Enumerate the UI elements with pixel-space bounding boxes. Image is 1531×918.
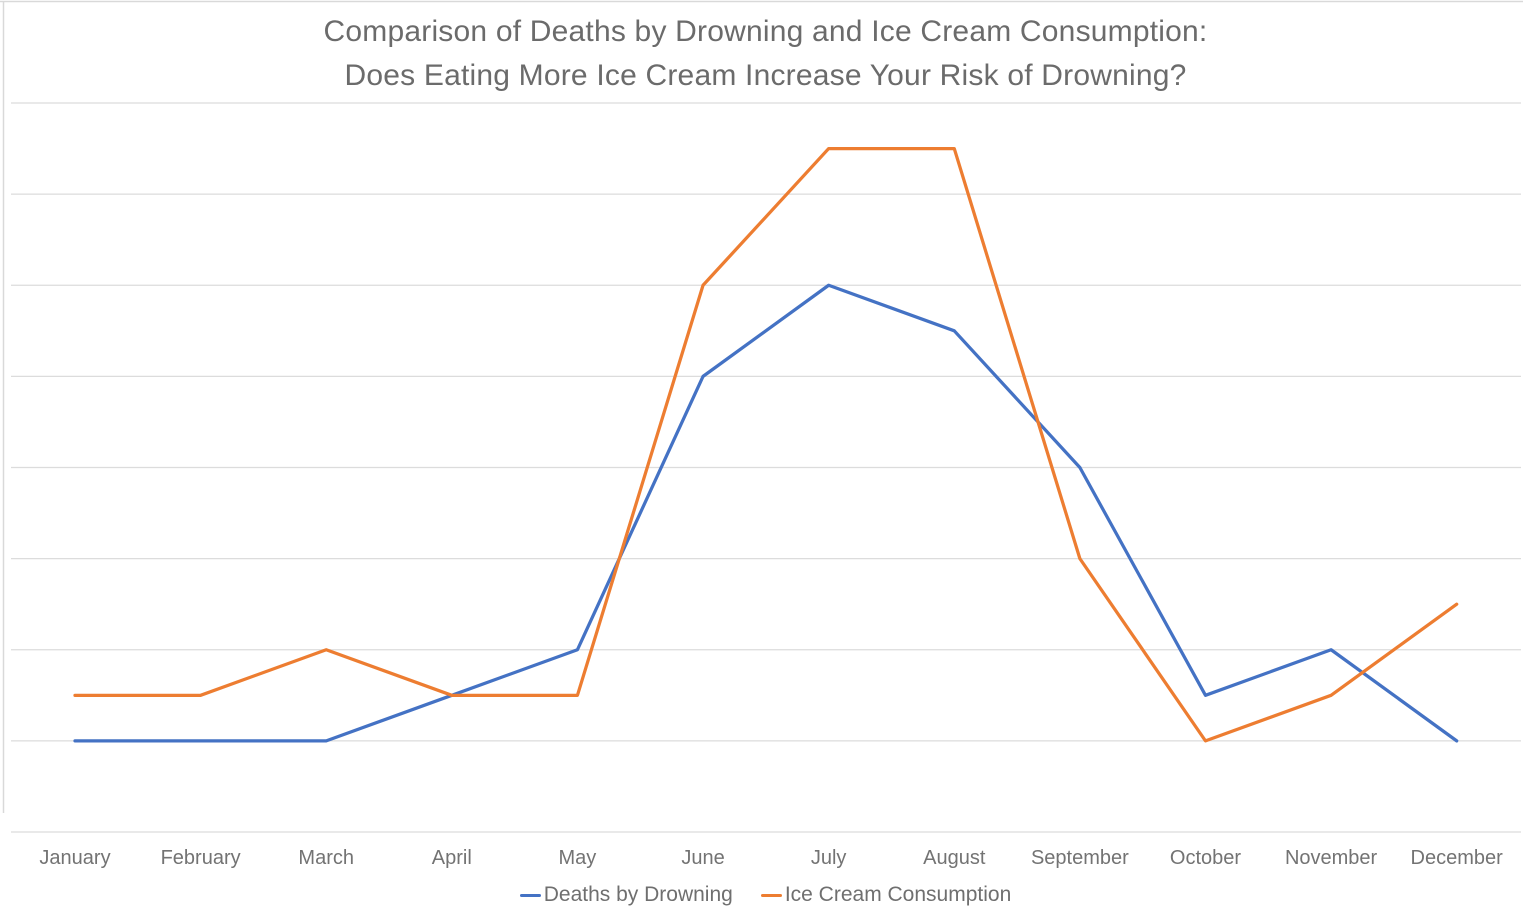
chart-title-line-2: Does Eating More Ice Cream Increase Your… xyxy=(344,59,1187,92)
legend-line-marker-icon xyxy=(760,893,782,897)
series-line-ice-cream-consumption xyxy=(73,146,1459,743)
x-axis-label-june: June xyxy=(681,847,725,869)
x-axis-label-july: July xyxy=(810,847,847,869)
chart-title-line-1: Comparison of Deaths by Drowning and Ice… xyxy=(323,15,1208,48)
legend-label: Ice Cream Consumption xyxy=(784,883,1012,906)
x-axis-label-april: April xyxy=(431,847,472,869)
x-axis-label-october: October xyxy=(1169,847,1242,869)
legend-line-marker-icon xyxy=(519,893,541,897)
x-axis-label-january: January xyxy=(39,847,111,869)
x-axis-label-december: December xyxy=(1410,847,1503,869)
x-axis-label-august: August xyxy=(923,847,986,869)
legend-label: Deaths by Drowning xyxy=(543,883,733,906)
x-axis-label-february: February xyxy=(160,847,241,869)
legend-item-ice-cream-consumption: Ice Cream Consumption xyxy=(760,883,1012,907)
x-axis-label-november: November xyxy=(1284,847,1378,869)
series-line-deaths-by-drowning xyxy=(73,283,1459,743)
x-axis-label-march: March xyxy=(298,847,354,869)
legend: Deaths by Drowning Ice Cream Consumption xyxy=(0,883,1531,907)
x-axis-label-september: September xyxy=(1030,847,1129,869)
x-axis: January February March April May June July Augu… xyxy=(0,847,1531,875)
x-axis-label-may: May xyxy=(558,847,597,869)
chart-title: Comparison of Deaths by Drowning and Ice… xyxy=(0,10,1531,98)
legend-item-deaths-by-drowning: Deaths by Drowning xyxy=(519,883,733,907)
